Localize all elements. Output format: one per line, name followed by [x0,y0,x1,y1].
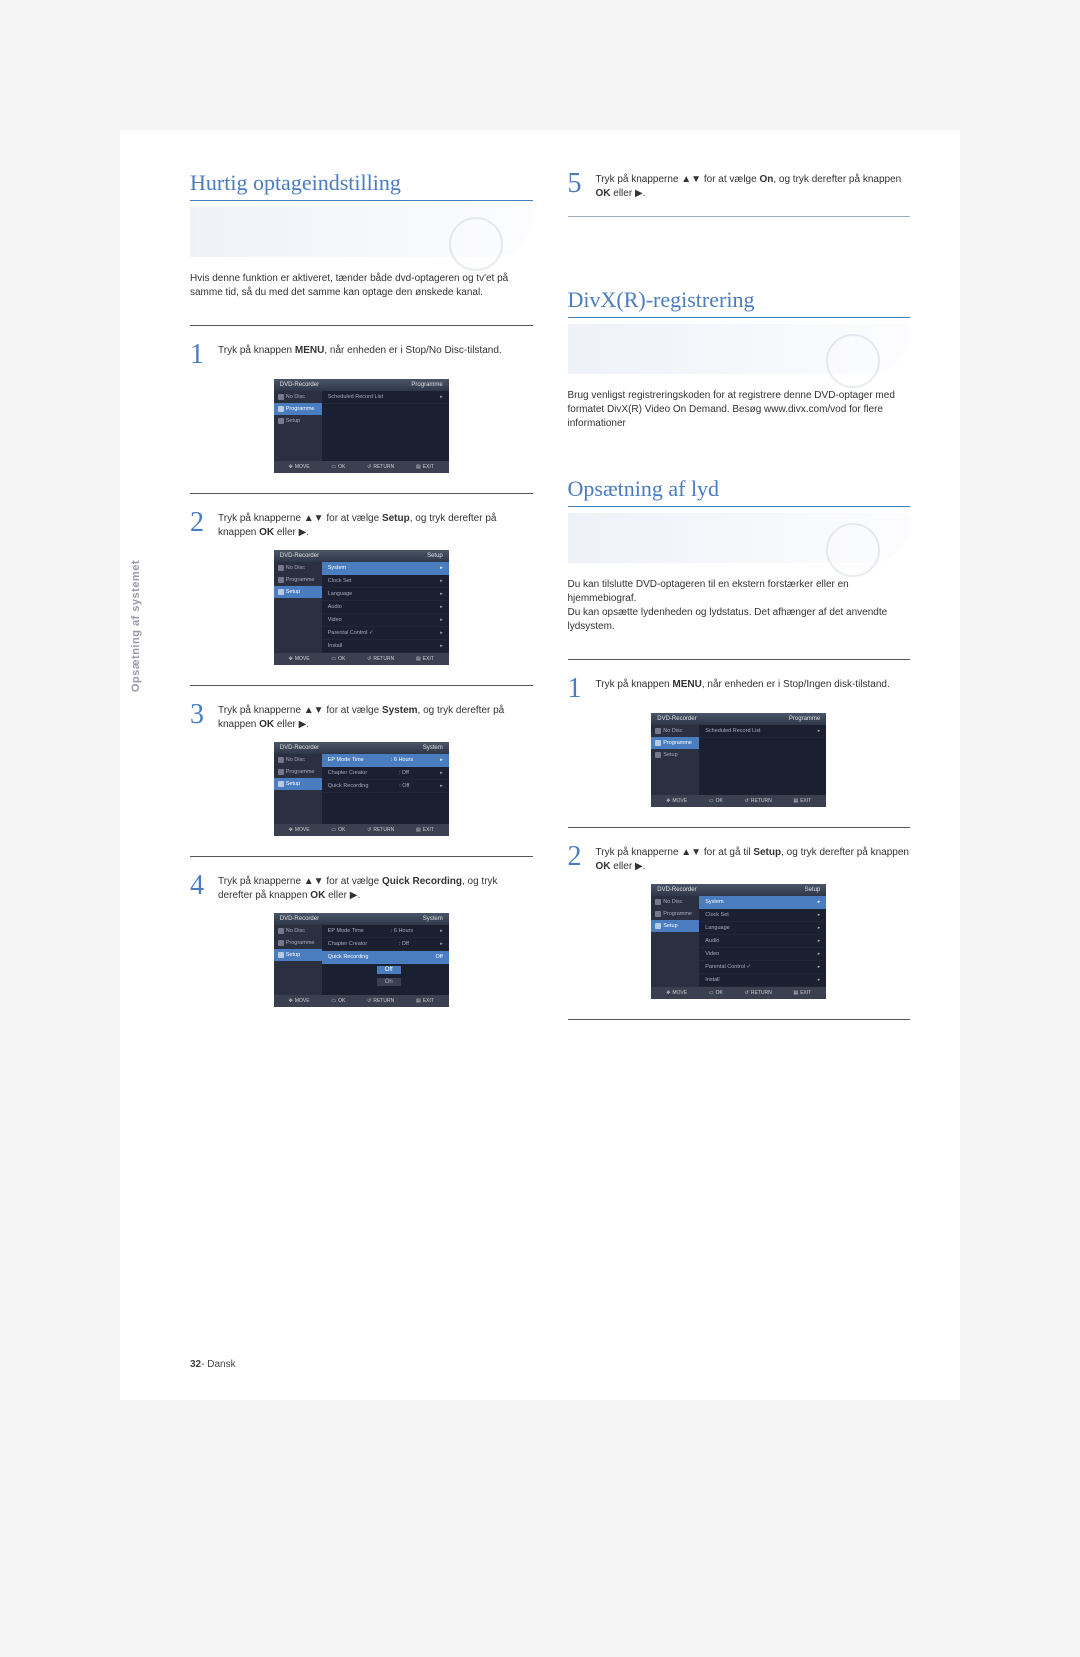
divider [568,827,911,828]
section-title-audio: Opsætning af lyd [568,476,911,502]
divider [190,685,533,686]
chevron-right-icon: ▸ [440,394,443,400]
intro-text: Hvis denne funktion er aktiveret, tænder… [190,272,533,300]
title-decoration [190,207,533,257]
disc-icon [278,394,284,400]
programme-icon [655,911,661,917]
step-1: 1 Tryk på knappen MENU, når enheden er i… [190,341,533,369]
left-column: Hurtig optageindstilling Hvis denne funk… [170,170,533,1360]
gear-icon [655,752,661,758]
divider [568,1019,911,1020]
step-number: 2 [190,509,210,540]
move-hint: ✥ MOVE [289,464,310,470]
step-4: 4 Tryk på knapperne ▲▼ for at vælge Quic… [190,872,533,903]
side-tab-label: Opsætning af systemet [130,560,142,692]
osd-header: DVD-Recorder Programme [274,379,449,391]
divider [190,325,533,326]
audio-step-1: 1 Tryk på knappen MENU, når enheden er i… [568,675,911,703]
title-decoration [568,324,911,374]
disc-icon [278,928,284,934]
audio-step-2: 2 Tryk på knapperne ▲▼ for at gå til Set… [568,843,911,874]
osd-setup: Setup [274,415,322,427]
osd-screenshot-1: DVD-Recorder Programme No Disc Programme… [274,379,449,473]
gear-icon [278,589,284,595]
disc-icon [278,757,284,763]
osd-footer: ✥ MOVE ▭ OK ↺ RETURN ▤ EXIT [274,461,449,473]
divider [190,856,533,857]
osd-screenshot-2: DVD-RecorderSetup No Disc Programme Setu… [274,550,449,665]
osd-audio-1: DVD-RecorderProgramme No Disc Programme … [651,713,826,807]
programme-icon [278,406,284,412]
osd-programme: Programme [274,403,322,415]
gear-icon [278,781,284,787]
programme-icon [278,577,284,583]
osd-screenshot-3: DVD-RecorderSystem No Disc Programme Set… [274,742,449,836]
osd-row: Scheduled Record List▸ [322,391,449,404]
disc-icon [655,899,661,905]
osd-audio-2: DVD-RecorderSetup No Disc Programme Setu… [651,884,826,999]
right-column: 5 Tryk på knapperne ▲▼ for at vælge On, … [568,170,911,1360]
step-5: 5 Tryk på knapperne ▲▼ for at vælge On, … [568,170,911,201]
step-text: Tryk på knapperne ▲▼ for at vælge Setup,… [218,509,533,540]
title-decoration [568,513,911,563]
gear-icon [278,952,284,958]
disc-icon [655,728,661,734]
section-title-divx: DivX(R)-registrering [568,287,911,313]
step-3: 3 Tryk på knapperne ▲▼ for at vælge Syst… [190,701,533,732]
step-text: Tryk på knappen MENU, når enheden er i S… [218,341,502,369]
osd-row: System▸ [322,562,449,575]
section-title-quick: Hurtig optageindstilling [190,170,533,196]
osd-nodisc: No Disc [274,391,322,403]
divx-intro: Brug venligst registreringskoden for at … [568,389,911,431]
step-number: 1 [190,341,210,369]
audio-intro: Du kan tilslutte DVD-optageren til en ek… [568,578,911,634]
divider [568,659,911,660]
programme-icon [655,740,661,746]
disc-icon [278,565,284,571]
programme-icon [278,940,284,946]
gear-icon [278,418,284,424]
osd-screenshot-4: DVD-RecorderSystem No Disc Programme Set… [274,913,449,1007]
title-underline [190,200,533,201]
ok-hint: ▭ OK [331,464,345,470]
exit-hint: ▤ EXIT [416,464,434,470]
return-hint: ↺ RETURN [367,464,394,470]
page-footer: 32- Dansk [190,1359,236,1370]
programme-icon [278,769,284,775]
step-2: 2 Tryk på knapperne ▲▼ for at vælge Setu… [190,509,533,540]
manual-page: Opsætning af systemet Hurtig optageindst… [120,130,960,1400]
gear-icon [655,923,661,929]
divider [190,493,533,494]
divider [568,216,911,217]
